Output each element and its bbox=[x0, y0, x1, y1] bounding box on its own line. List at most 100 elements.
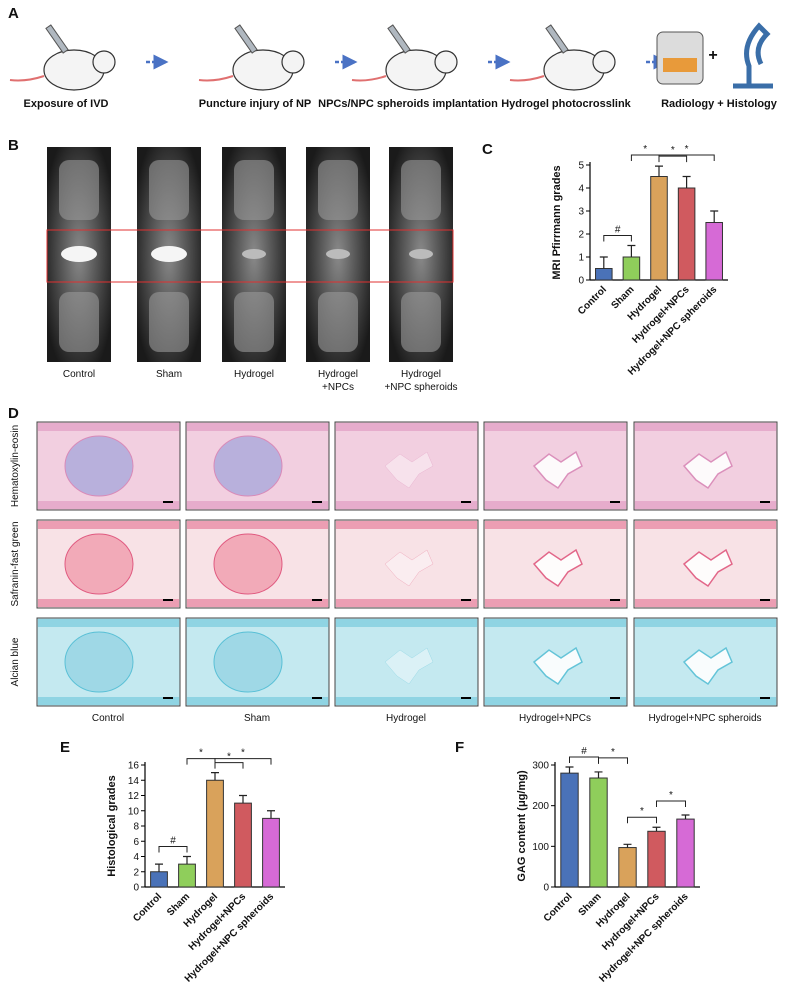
histology-image bbox=[334, 617, 479, 707]
endplate-top bbox=[38, 423, 179, 431]
y-tick-label: 4 bbox=[133, 852, 139, 863]
disc-signal bbox=[242, 249, 266, 259]
error-bar bbox=[239, 794, 247, 804]
endplate-top bbox=[187, 521, 328, 529]
bar bbox=[150, 871, 168, 888]
mri-caption: Hydrogel +NPCs bbox=[318, 369, 358, 393]
rat-head bbox=[92, 50, 116, 74]
bar bbox=[234, 802, 252, 888]
endplate-bottom bbox=[336, 599, 477, 607]
endplate-top bbox=[635, 619, 776, 627]
bar bbox=[676, 818, 695, 888]
defect bbox=[682, 646, 733, 686]
significance-label: * bbox=[669, 790, 673, 801]
histology-image bbox=[633, 617, 778, 707]
histology-image bbox=[334, 421, 479, 511]
bar bbox=[622, 256, 641, 281]
panel-label: E bbox=[60, 739, 70, 756]
panel-label: A bbox=[8, 5, 19, 22]
nucleus-pulposus bbox=[213, 533, 283, 595]
y-tick-label: 16 bbox=[128, 761, 140, 772]
vertebra-upper bbox=[318, 160, 358, 220]
endplate-bottom bbox=[187, 599, 328, 607]
defect bbox=[384, 549, 434, 587]
error-bar bbox=[710, 210, 719, 223]
scanner-bed bbox=[663, 58, 697, 72]
panel-label: B bbox=[8, 137, 19, 154]
significance-bracket bbox=[630, 154, 660, 161]
endplate-bottom bbox=[187, 697, 328, 705]
rat-tail bbox=[351, 75, 387, 82]
endplate-bottom bbox=[485, 697, 626, 705]
bar bbox=[677, 187, 696, 281]
y-tick-label: 8 bbox=[133, 822, 139, 833]
bar bbox=[595, 268, 613, 281]
endplate-top bbox=[336, 619, 477, 627]
significance-bracket bbox=[603, 235, 632, 242]
error-bar bbox=[565, 766, 574, 774]
column-label: Control bbox=[92, 713, 124, 724]
bar bbox=[647, 830, 666, 888]
column-label: Sham bbox=[244, 713, 270, 724]
endplate-top bbox=[635, 423, 776, 431]
y-tick-label: 4 bbox=[578, 184, 584, 195]
x-tick-label: Sham bbox=[577, 891, 604, 918]
vertebra-upper bbox=[149, 160, 189, 220]
vertebra-lower bbox=[149, 292, 189, 352]
nucleus-pulposus bbox=[64, 435, 134, 497]
bar bbox=[262, 817, 280, 888]
error-bar bbox=[682, 175, 691, 188]
bar bbox=[560, 772, 579, 888]
mri-caption: Hydrogel bbox=[234, 369, 274, 380]
y-axis-label: MRI Pfirrmann grades bbox=[551, 165, 563, 279]
vertebra-lower bbox=[401, 292, 441, 352]
y-tick-label: 0 bbox=[133, 883, 139, 894]
significance-bracket bbox=[658, 155, 688, 163]
endplate-bottom bbox=[38, 501, 179, 509]
disc-signal bbox=[151, 246, 187, 262]
significance-label: * bbox=[611, 747, 615, 758]
endplate-top bbox=[336, 521, 477, 529]
tool bbox=[45, 24, 69, 54]
disc-signal bbox=[61, 246, 97, 262]
y-tick-label: 2 bbox=[578, 230, 584, 241]
nucleus-pulposus bbox=[64, 631, 134, 693]
vertebra-lower bbox=[59, 292, 99, 352]
endplate-bottom bbox=[38, 697, 179, 705]
error-bar bbox=[652, 826, 661, 832]
microscope bbox=[733, 22, 773, 89]
defect bbox=[384, 451, 434, 489]
error-bar bbox=[627, 244, 636, 257]
y-tick-label: 5 bbox=[578, 161, 584, 172]
row-label: Alcian blue bbox=[10, 637, 21, 686]
endplate-top bbox=[485, 619, 626, 627]
y-tick-label: 10 bbox=[128, 806, 140, 817]
y-tick-label: 3 bbox=[578, 207, 584, 218]
significance-label: # bbox=[170, 836, 176, 847]
defect bbox=[682, 450, 733, 490]
significance-bracket bbox=[658, 154, 715, 161]
error-bar bbox=[267, 810, 275, 819]
endplate-bottom bbox=[38, 599, 179, 607]
y-tick-label: 6 bbox=[133, 837, 139, 848]
significance-label: * bbox=[199, 748, 203, 759]
vertebra-upper bbox=[234, 160, 274, 220]
column-label: Hydrogel+NPC spheroids bbox=[648, 713, 761, 724]
significance-bracket bbox=[656, 800, 686, 808]
y-tick-label: 0 bbox=[543, 883, 549, 894]
step-label: Puncture injury of NP bbox=[199, 98, 311, 110]
column-label: Hydrogel+NPCs bbox=[519, 713, 591, 724]
rat-tail bbox=[509, 75, 545, 82]
disc-signal bbox=[409, 249, 433, 259]
endplate-bottom bbox=[635, 697, 776, 705]
significance-label: * bbox=[643, 144, 647, 155]
error-bar bbox=[155, 863, 163, 872]
nucleus-pulposus bbox=[213, 631, 283, 693]
y-tick-label: 1 bbox=[578, 253, 584, 264]
step-label: Exposure of IVD bbox=[24, 98, 109, 110]
rat-tail bbox=[9, 75, 45, 82]
nucleus-pulposus bbox=[213, 435, 283, 497]
y-tick-label: 14 bbox=[128, 776, 140, 787]
y-tick-label: 100 bbox=[532, 842, 549, 853]
